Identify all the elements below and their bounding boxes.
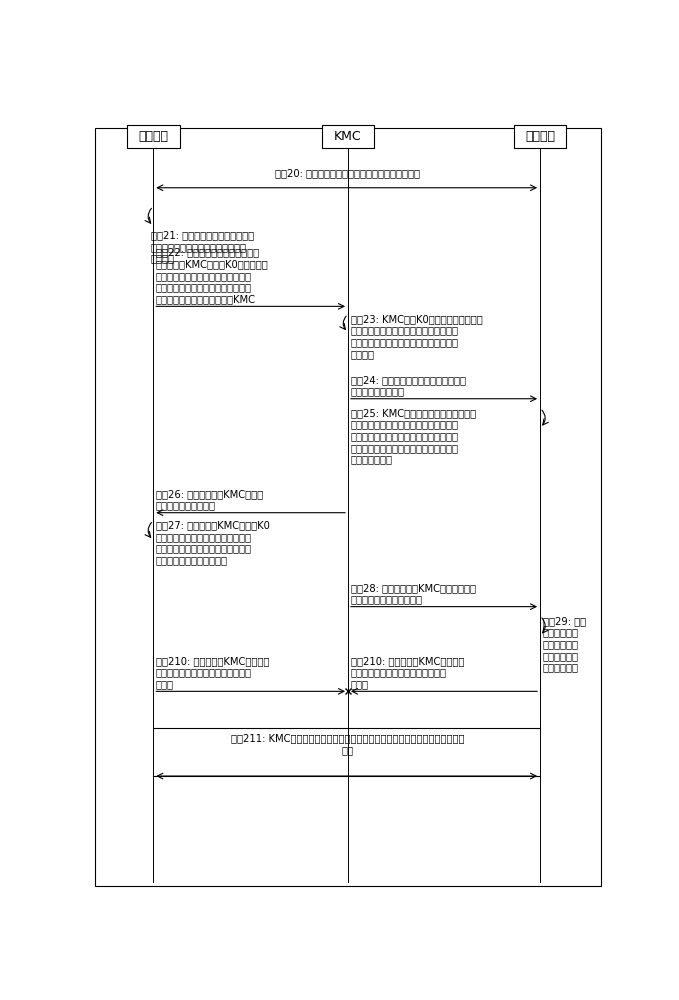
Text: 步骤28: 第二终端收到KMC比对成功后发
送的第二协商成功响应消息: 步骤28: 第二终端收到KMC比对成功后发 送的第二协商成功响应消息 (350, 583, 475, 604)
Text: 步骤22: 第一终端采集用户的指纹信
息，并使用KMC的公钥K0对所述指纹
信息、临时公钥、移动设备识别码等
进行加密，将加密后的信息添加到第
一密钥协商信令中: 步骤22: 第一终端采集用户的指纹信 息，并使用KMC的公钥K0对所述指纹 信息… (156, 248, 269, 304)
Text: 步骤21: 用户在第一终端上按下加密
通话按键后，第一终端产生一对临时
公私钥对: 步骤21: 用户在第一终端上按下加密 通话按键后，第一终端产生一对临时 公私钥对 (151, 230, 254, 263)
Bar (514, 125, 566, 148)
Text: 步骤29: 第二
终端根据所述
第二协商成功
响应消息得到
所述会话密钥: 步骤29: 第二 终端根据所述 第二协商成功 响应消息得到 所述会话密钥 (543, 616, 586, 672)
Text: 步骤210: 第一终端向KMC发送携带
有所述会话密钥的进入加密通话的请
求消息: 步骤210: 第一终端向KMC发送携带 有所述会话密钥的进入加密通话的请 求消息 (156, 656, 270, 689)
Text: 步骤26: 第一终端收到KMC发送的
第一协商成功响应消息: 步骤26: 第一终端收到KMC发送的 第一协商成功响应消息 (156, 489, 263, 510)
Text: 步骤27: 第一终端用KMC的公钥K0
进行签名验证，验证通过后，再利用
临时私钥解密得到会话密钥，同时销
毁临时公私钥对和指纹信息: 步骤27: 第一终端用KMC的公钥K0 进行签名验证，验证通过后，再利用 临时私… (156, 520, 270, 565)
Text: 步骤210: 第二终端向KMC发送携带
有所述会话密钥的进入加密通话的请
求消息: 步骤210: 第二终端向KMC发送携带 有所述会话密钥的进入加密通话的请 求消息 (350, 656, 464, 689)
Text: 步骤24: 根据被叫号码信息向第二终端发
送加密通话通知消息: 步骤24: 根据被叫号码信息向第二终端发 送加密通话通知消息 (350, 375, 466, 396)
Text: 步骤211: KMC控制第一终端和第二终端进入加密通话，并启动加密通话建立成功
提示: 步骤211: KMC控制第一终端和第二终端进入加密通话，并启动加密通话建立成功 … (232, 734, 464, 755)
Text: 步骤23: KMC使用K0对第一密钥协商信令
进行解密，得到第一终端的临时公钥、移
动设备识别码、被叫号码信息以及指纹信
息等明文: 步骤23: KMC使用K0对第一密钥协商信令 进行解密，得到第一终端的临时公钥、… (350, 314, 482, 359)
Text: 第二终端: 第二终端 (525, 130, 555, 143)
Text: 第一终端: 第一终端 (139, 130, 168, 143)
Text: 步骤20: 第一终端和第二终端建立明文（普通）通话: 步骤20: 第一终端和第二终端建立明文（普通）通话 (276, 169, 420, 179)
Text: KMC: KMC (334, 130, 362, 143)
Bar (127, 125, 179, 148)
Text: 步骤25: KMC将解密得到的指纹信息与所
述移动设备识别码绑定的指纹信息进行比
对，如果指纹信息比对成功，则发送第一
协商成功响应消息；如果不成功，发送协
商: 步骤25: KMC将解密得到的指纹信息与所 述移动设备识别码绑定的指纹信息进行比… (350, 408, 476, 464)
Bar (322, 125, 374, 148)
